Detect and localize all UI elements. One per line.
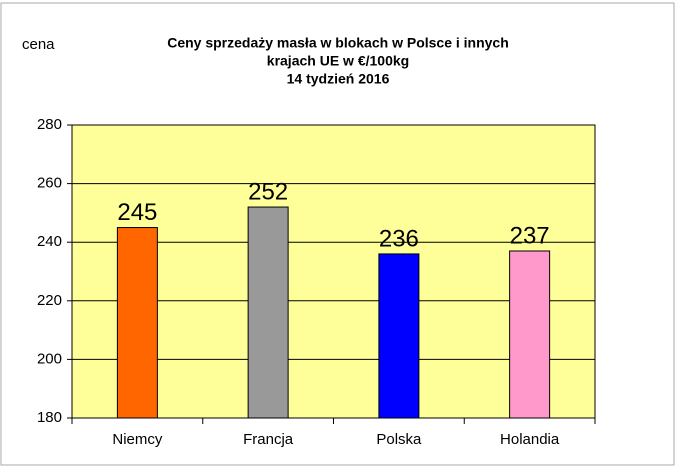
bar (116, 227, 158, 419)
y-tick-label: 280 (37, 116, 62, 133)
y-axis-label: cena (22, 36, 55, 53)
y-tick-label: 180 (37, 409, 62, 426)
y-tick-label: 200 (37, 350, 62, 367)
data-label: 245 (117, 199, 157, 226)
data-label: 252 (248, 178, 288, 205)
y-tick-label: 260 (37, 175, 62, 192)
y-tick-label: 240 (37, 233, 62, 250)
bar (378, 253, 420, 419)
x-tick-label: Francja (243, 431, 294, 448)
x-tick-label: Polska (376, 431, 422, 448)
y-tick-label: 220 (37, 292, 62, 309)
bar (247, 206, 289, 419)
chart-title: krajach UE w €/100kg (267, 53, 409, 69)
bar (509, 250, 551, 419)
x-tick-label: Niemcy (112, 431, 163, 448)
data-label: 237 (510, 222, 550, 249)
x-tick-label: Holandia (500, 431, 560, 448)
chart-title: 14 tydzień 2016 (287, 71, 390, 87)
chart-title: Ceny sprzedaży masła w blokach w Polsce … (167, 35, 509, 51)
data-label: 236 (379, 225, 419, 252)
plot-area (71, 124, 596, 419)
